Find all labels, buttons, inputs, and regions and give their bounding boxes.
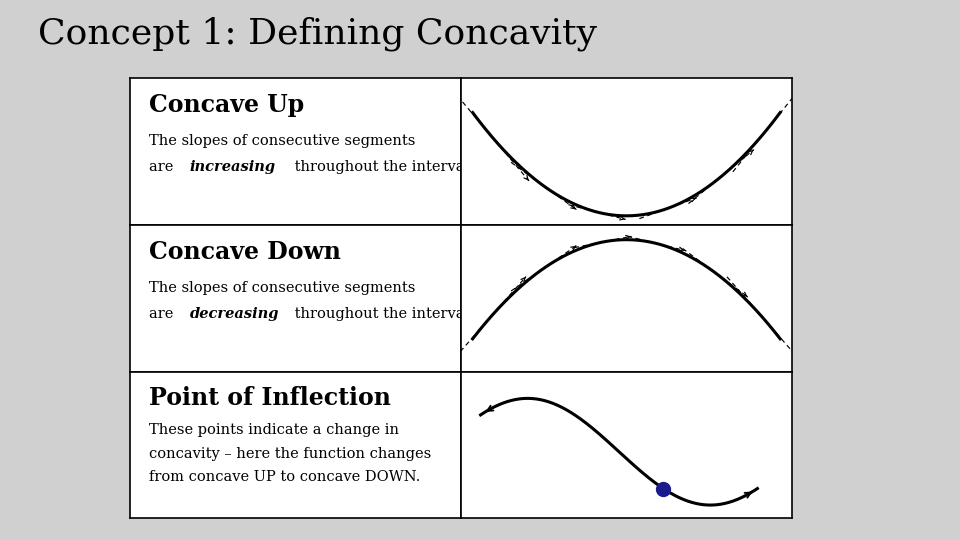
Text: Concave Down: Concave Down	[150, 240, 342, 264]
Text: The slopes of consecutive segments: The slopes of consecutive segments	[150, 281, 416, 295]
Text: increasing: increasing	[189, 160, 276, 174]
Text: are: are	[150, 307, 179, 321]
Text: Point of Inflection: Point of Inflection	[150, 387, 392, 410]
Text: from concave UP to concave DOWN.: from concave UP to concave DOWN.	[150, 470, 420, 484]
Text: Concave Up: Concave Up	[150, 93, 304, 117]
Text: throughout the interval: throughout the interval	[290, 160, 468, 174]
Text: throughout the interval: throughout the interval	[290, 307, 468, 321]
Text: These points indicate a change in: These points indicate a change in	[150, 423, 399, 437]
Text: are: are	[150, 160, 179, 174]
Text: decreasing: decreasing	[189, 307, 279, 321]
Text: Concept 1: Defining Concavity: Concept 1: Defining Concavity	[38, 16, 597, 51]
Text: concavity – here the function changes: concavity – here the function changes	[150, 447, 432, 461]
Text: The slopes of consecutive segments: The slopes of consecutive segments	[150, 134, 416, 148]
